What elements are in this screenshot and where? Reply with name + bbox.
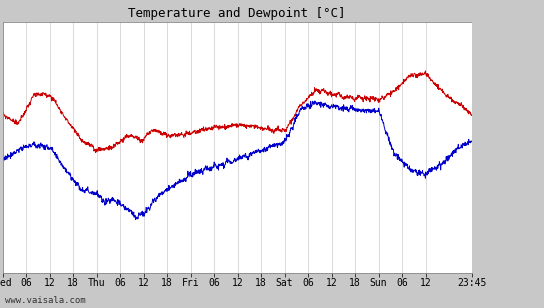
Title: Temperature and Dewpoint [°C]: Temperature and Dewpoint [°C] — [128, 7, 346, 20]
Text: www.vaisala.com: www.vaisala.com — [5, 296, 86, 305]
